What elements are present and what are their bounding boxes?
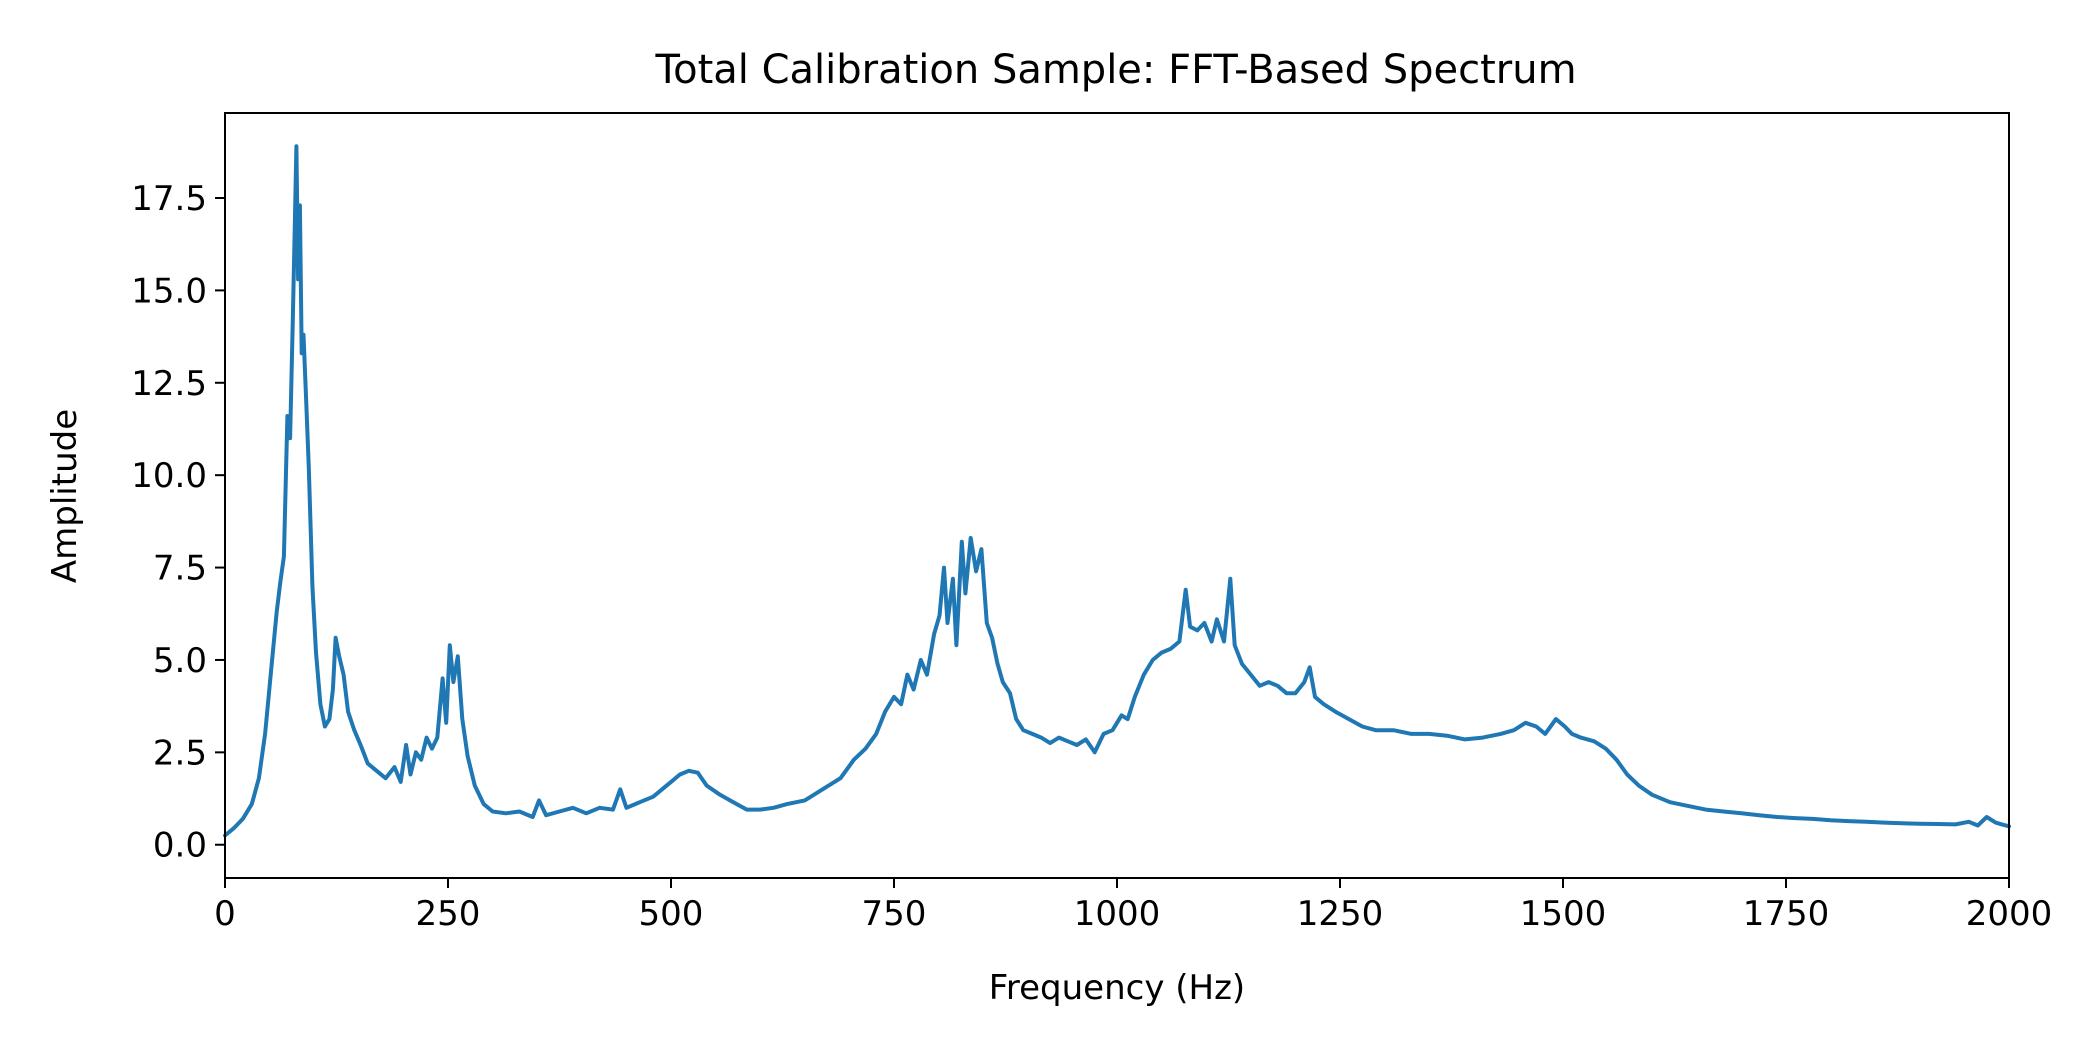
spectrum-series-line xyxy=(223,144,2011,838)
y-axis-label: Amplitude xyxy=(45,409,85,583)
x-tick-label: 250 xyxy=(416,894,481,934)
x-tick-label: 750 xyxy=(862,894,927,934)
chart-title: Total Calibration Sample: FFT-Based Spec… xyxy=(654,47,1576,93)
y-tick-label: 7.5 xyxy=(153,549,207,589)
x-axis-label: Frequency (Hz) xyxy=(989,968,1245,1008)
y-tick-label: 12.5 xyxy=(131,364,207,404)
plot-frame xyxy=(224,112,2010,879)
x-tick-label: 0 xyxy=(214,894,236,934)
x-tick-label: 500 xyxy=(639,894,704,934)
y-tick-label: 2.5 xyxy=(153,733,207,773)
y-tick-label: 5.0 xyxy=(153,641,207,681)
x-tick-label: 1000 xyxy=(1074,894,1161,934)
y-tick-label: 15.0 xyxy=(131,271,207,311)
y-axis: 0.0 2.5 5.0 7.5 10.0 12.5 15.0 17.5 xyxy=(131,179,225,866)
x-tick-label: 2000 xyxy=(1966,894,2053,934)
y-tick-label: 10.0 xyxy=(131,456,207,496)
x-tick-label: 1500 xyxy=(1520,894,1607,934)
x-tick-label: 1750 xyxy=(1743,894,1830,934)
plot-area xyxy=(223,144,2011,838)
y-tick-label: 0.0 xyxy=(153,826,207,866)
x-axis: 0 250 500 750 1000 1250 1500 1750 2000 xyxy=(214,878,2052,934)
x-tick-label: 1250 xyxy=(1297,894,1384,934)
y-tick-label: 17.5 xyxy=(131,179,207,219)
